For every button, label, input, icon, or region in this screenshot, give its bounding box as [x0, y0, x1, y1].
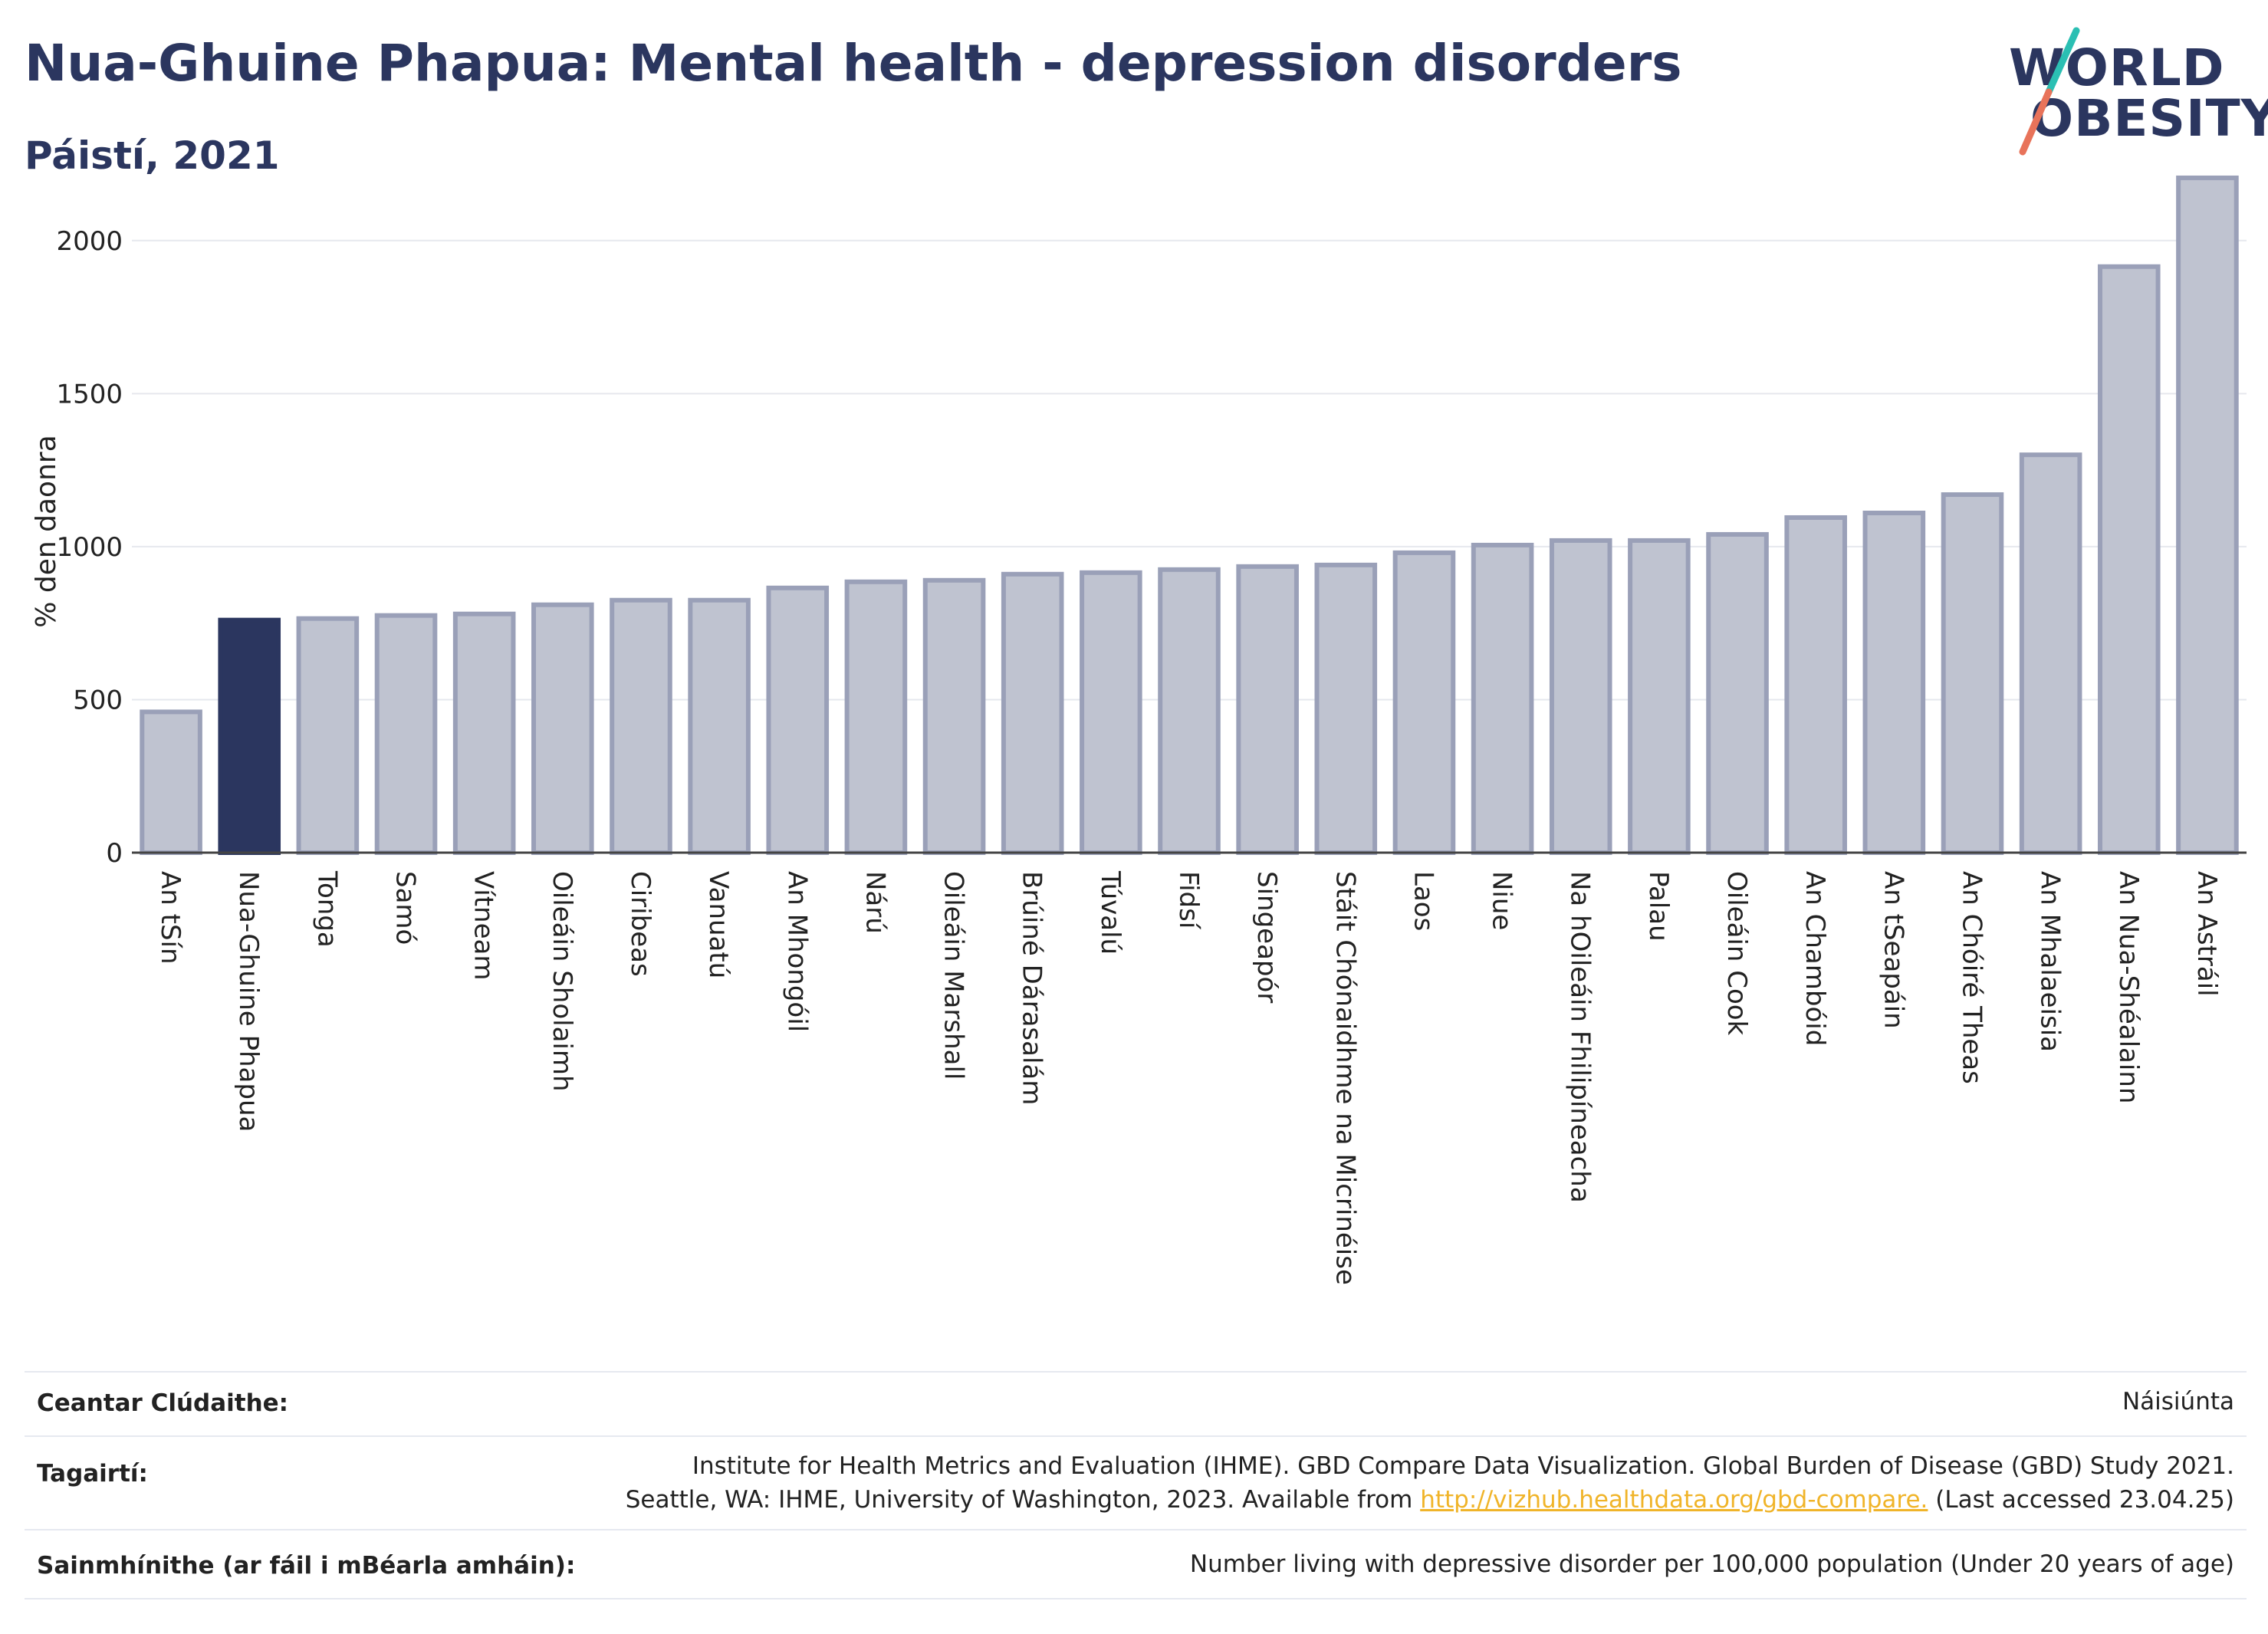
bar	[1158, 567, 1221, 855]
bar	[1941, 492, 2004, 855]
logo-word-obesity: OBESITY	[2030, 89, 2268, 148]
x-tick-label: Fidsí	[1173, 871, 1204, 930]
x-tick-label: An Nua-Shéalainn	[2113, 871, 2144, 1103]
x-tick-label: An Astráil	[2191, 871, 2222, 997]
references-line-2-prefix: Seattle, WA: IHME, University of Washing…	[625, 1486, 1413, 1514]
coverage-label: Ceantar Clúdaithe:	[37, 1389, 289, 1417]
logo-slash-icon	[2019, 27, 2080, 156]
y-tick-label: 0	[106, 838, 123, 869]
x-tick-label: Singeapór	[1251, 871, 1282, 1003]
x-tick-label: Oileáin Sholaimh	[547, 871, 577, 1092]
y-tick-label: 2000	[56, 226, 123, 257]
x-tick-label: Vítneam	[468, 871, 499, 980]
x-tick-label: An Chambóid	[1800, 871, 1830, 1046]
bar	[140, 709, 202, 855]
y-tick-label: 500	[73, 685, 123, 715]
references-line-2: Seattle, WA: IHME, University of Washing…	[626, 1483, 2234, 1517]
references-line-2-suffix: (Last accessed 23.04.25)	[1935, 1486, 2234, 1514]
y-tick-label: 1000	[56, 532, 123, 563]
bar	[2097, 264, 2161, 855]
x-tick-label: An tSín	[155, 871, 186, 965]
bar	[610, 597, 672, 855]
chart-title: Nua-Ghuine Phapua: Mental health - depre…	[25, 34, 1682, 93]
bar	[1706, 531, 1769, 855]
bar	[1628, 538, 1691, 855]
x-tick-label: Vanuatú	[703, 871, 734, 978]
bar	[2019, 452, 2082, 855]
logo-word-world: WORLD	[2009, 38, 2225, 97]
bar	[1314, 562, 1378, 856]
x-tick-label: Oileáin Cook	[1721, 871, 1752, 1036]
y-tick-label: 1500	[56, 379, 123, 409]
x-tick-label: Túvalú	[1095, 870, 1126, 955]
x-tick-label: Niue	[1487, 871, 1517, 930]
bar	[766, 585, 830, 855]
bar	[296, 616, 360, 855]
x-tick-label: Ciribeas	[625, 871, 656, 977]
x-tick-label: Tonga	[311, 870, 342, 948]
x-tick-label: Stáit Chónaidhme na Micrinéise	[1330, 871, 1360, 1285]
bar	[218, 617, 281, 855]
bar	[1080, 570, 1142, 856]
x-tick-label: Na hOileáin Fhilipíneacha	[1565, 871, 1596, 1203]
references-link[interactable]: http://vizhub.healthdata.org/gbd-compare…	[1420, 1486, 1928, 1514]
x-tick-label: Samó	[390, 871, 421, 945]
x-tick-label: Nárú	[860, 871, 890, 934]
footer-row-references: Tagairtí: Institute for Health Metrics a…	[25, 1435, 2247, 1527]
bar-chart: 0 500 1000 1500 2000 % den daonra An tSín Nua-G…	[31, 175, 2247, 1285]
bar	[1001, 571, 1064, 855]
x-tick-label: An tSeapáin	[1878, 871, 1908, 1029]
bar	[452, 611, 516, 856]
bar	[1549, 538, 1612, 855]
coverage-value: Náisiúnta	[2122, 1388, 2234, 1415]
x-tick-label: Brúiné Dárasalám	[1017, 871, 1047, 1105]
bar	[1392, 550, 1456, 855]
x-tick-label: An Mhongóil	[781, 871, 812, 1032]
x-tick-label: Nua-Ghuine Phapua	[233, 871, 264, 1132]
x-tick-label: An Mhalaeisia	[2035, 871, 2066, 1052]
bar	[844, 579, 908, 856]
definitions-value: Number living with depressive disorder p…	[1189, 1550, 2234, 1578]
bar	[922, 577, 986, 856]
footer-row-coverage: Ceantar Clúdaithe: Náisiúnta	[25, 1371, 2247, 1434]
references-line-1: Institute for Health Metrics and Evaluat…	[692, 1452, 2234, 1480]
definitions-label: Sainmhínithe (ar fáil i mBéarla amháin):	[37, 1552, 576, 1580]
world-obesity-logo: WORLD OBESITY	[1994, 23, 2268, 169]
bar	[2176, 175, 2239, 855]
footer-row-definitions: Sainmhínithe (ar fáil i mBéarla amháin):…	[25, 1529, 2247, 1599]
x-tick-label: Oileáin Marshall	[938, 871, 969, 1080]
bar	[1471, 542, 1534, 855]
chart-subtitle: Páistí, 2021	[25, 133, 280, 178]
bar	[1862, 510, 1926, 856]
bar	[688, 597, 751, 855]
x-tick-label: Palau	[1643, 871, 1674, 942]
references-text: Institute for Health Metrics and Evaluat…	[626, 1449, 2234, 1517]
bar	[1236, 564, 1299, 855]
x-tick-label: Laos	[1408, 871, 1438, 931]
references-label: Tagairtí:	[37, 1460, 148, 1488]
bar	[531, 602, 594, 855]
bar	[1784, 515, 1847, 855]
x-tick-label: An Chóiré Theas	[1956, 871, 1987, 1084]
bar	[374, 613, 438, 855]
y-axis-label: % den daonra	[31, 435, 62, 628]
